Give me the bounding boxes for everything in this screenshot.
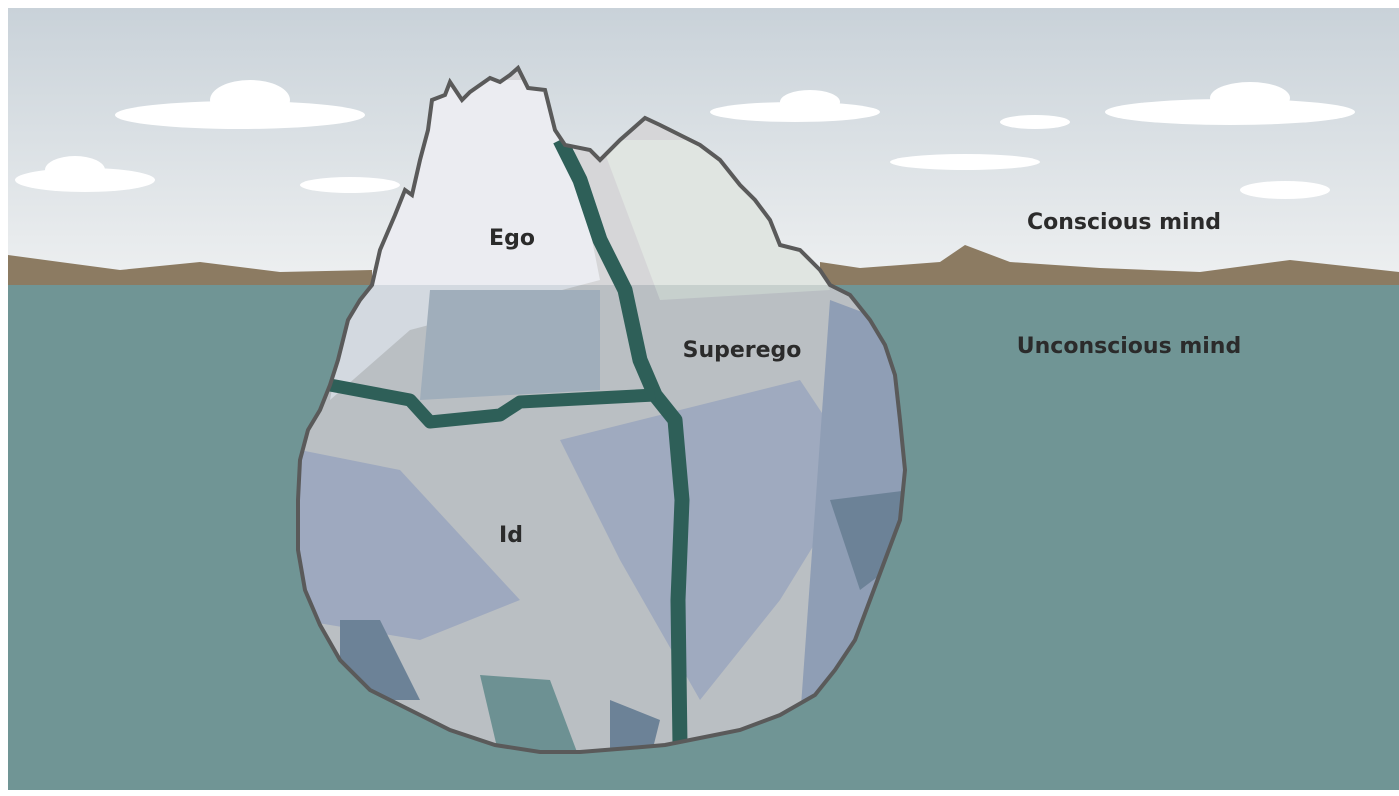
- iceberg-diagram: Ego Superego Id Conscious mind Unconscio…: [0, 0, 1399, 796]
- id-label: Id: [499, 523, 523, 548]
- unconscious-label: Unconscious mind: [1017, 334, 1241, 359]
- superego-label: Superego: [683, 338, 802, 363]
- ego-label: Ego: [489, 226, 535, 251]
- page: Ego Superego Id Conscious mind Unconscio…: [0, 0, 1399, 796]
- conscious-label: Conscious mind: [1027, 210, 1221, 235]
